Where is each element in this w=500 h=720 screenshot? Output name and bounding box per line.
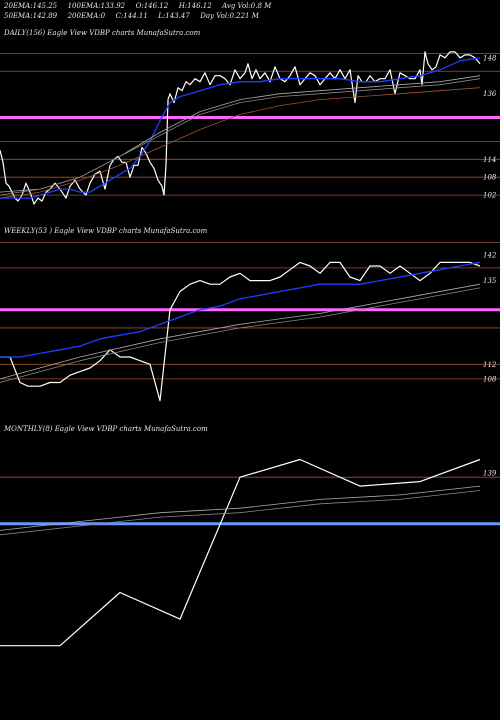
y-tick-label: 108 xyxy=(483,174,497,182)
series-line-3 xyxy=(0,78,481,196)
close-label: C: xyxy=(115,12,124,20)
y-tick-label: 108 xyxy=(483,375,497,383)
y-tick-label: 102 xyxy=(483,192,497,200)
avg-vol-value: 0.8 M xyxy=(250,2,272,10)
y-tick-label: 139 xyxy=(483,469,497,477)
open-label: O: xyxy=(135,2,144,10)
y-tick-label: 135 xyxy=(483,277,497,285)
avg-vol-label: Avg Vol: xyxy=(222,2,251,10)
ema20-label: 20EMA: xyxy=(4,2,33,10)
ema20-value: 145.25 xyxy=(32,2,58,10)
high-label: H: xyxy=(178,2,188,10)
ema100-value: 133.92 xyxy=(100,2,126,10)
y-tick-label: 114 xyxy=(483,156,496,164)
chart-title: WEEKLY(53 ) Eagle View VDBP charts Munaf… xyxy=(4,227,208,235)
chart-panel-0: DAILY(156) Eagle View VDBP charts Munafa… xyxy=(0,29,500,205)
series-line-2 xyxy=(0,490,481,536)
y-tick-label: 148 xyxy=(483,54,497,62)
chart-title: DAILY(156) Eagle View VDBP charts Munafa… xyxy=(3,29,201,37)
series-line-1 xyxy=(0,57,481,199)
series-line-1 xyxy=(0,485,481,531)
close-value: 144.11 xyxy=(123,12,148,20)
y-tick-label: 112 xyxy=(483,361,497,369)
high-value: 146.12 xyxy=(187,2,212,10)
day-vol-value: 0.221 M xyxy=(229,12,259,20)
ema200-value: 0 xyxy=(100,12,106,20)
series-line-1 xyxy=(0,261,481,358)
chart-title: MONTHLY(8) Eagle View VDBP charts Munafa… xyxy=(3,425,208,433)
chart-panel-2: MONTHLY(8) Eagle View VDBP charts Munafa… xyxy=(0,425,500,647)
y-tick-label: 136 xyxy=(483,90,497,98)
series-line-4 xyxy=(0,87,481,199)
ema50-label: 50EMA: xyxy=(4,12,33,20)
low-value: 143.47 xyxy=(165,12,190,20)
series-line-3 xyxy=(0,287,481,383)
series-line-0 xyxy=(0,51,481,205)
header-row-2: 50EMA:142.89 200EMA:0 C:144.11 L:143.47 … xyxy=(4,12,259,20)
ema100-label: 100EMA: xyxy=(67,2,101,10)
open-value: 146.12 xyxy=(143,2,169,10)
day-vol-label: Day Vol: xyxy=(200,12,230,20)
ema200-label: 200EMA: xyxy=(67,12,101,20)
ema50-value: 142.89 xyxy=(32,12,58,20)
chart-panel-1: WEEKLY(53 ) Eagle View VDBP charts Munaf… xyxy=(0,227,500,402)
y-tick-label: 142 xyxy=(483,252,497,260)
low-label: L: xyxy=(158,12,166,20)
series-line-0 xyxy=(0,261,481,402)
header-row-1: 20EMA:145.25 100EMA:133.92 O:146.12 H:14… xyxy=(4,2,271,10)
series-line-0 xyxy=(0,458,481,647)
series-line-2 xyxy=(0,283,481,380)
